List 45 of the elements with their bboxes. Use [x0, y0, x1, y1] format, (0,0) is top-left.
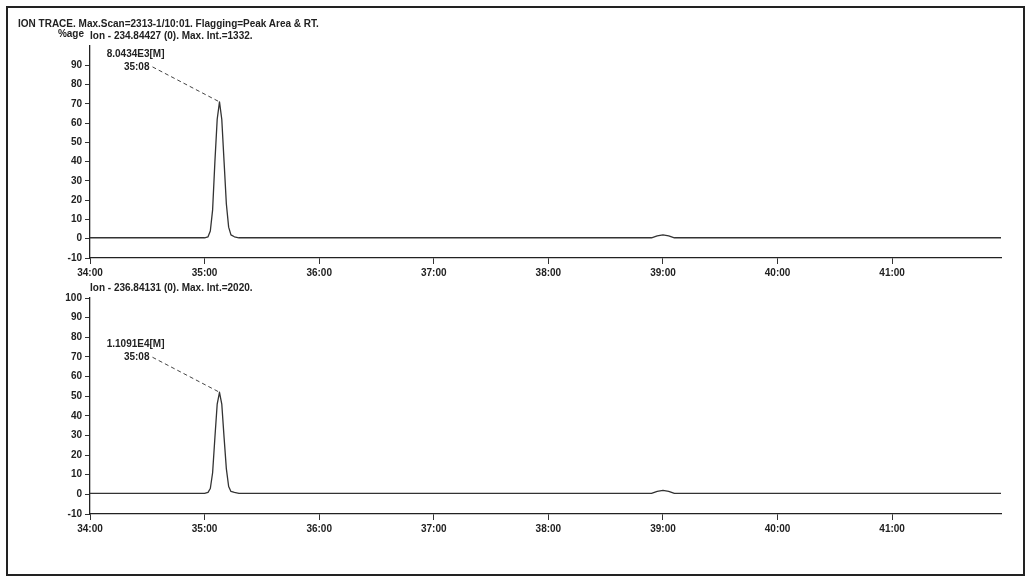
y-tick-label: 70 [70, 350, 83, 362]
x-tick-label: 37:00 [420, 266, 447, 278]
y-tick-label: 40 [70, 155, 83, 167]
x-tick-label: 36:00 [306, 522, 333, 534]
y-tick-label: 10 [70, 468, 83, 480]
x-tick-label: 41:00 [879, 522, 906, 534]
chart-title: ION TRACE. Max.Scan=2313-1/10:01. Flagging=Peak Area & RT. [18, 17, 320, 29]
y-tick-label: 90 [70, 311, 83, 323]
y-tick-label: 0 [76, 488, 83, 500]
y-tick-label: 50 [70, 136, 83, 148]
y-tick-label: 50 [70, 389, 83, 401]
chart-subtitle: Ion - 234.84427 (0). Max. Int.=1332. [90, 29, 253, 41]
x-tick-label: 40:00 [764, 522, 791, 534]
chart-subtitle: Ion - 236.84131 (0). Max. Int.=2020. [90, 281, 253, 293]
x-tick-label: 38:00 [535, 522, 562, 534]
x-tick-label: 36:00 [306, 266, 333, 278]
annotation: 8.0434E3[M] 35:08 [106, 47, 165, 72]
y-tick-label: 100 [65, 291, 83, 303]
x-tick-label: 34:00 [77, 266, 104, 278]
y-tick-label: 0 [76, 232, 83, 244]
x-tick-label: 38:00 [535, 266, 562, 278]
x-tick-label: 39:00 [650, 266, 677, 278]
x-tick-label: 34:00 [77, 522, 104, 534]
x-tick-label: 37:00 [420, 522, 447, 534]
y-tick-label: 40 [70, 409, 83, 421]
y-tick-label: -10 [67, 507, 83, 519]
x-tick-label: 35:00 [191, 522, 218, 534]
y-tick-label: 20 [70, 448, 83, 460]
y-tick-label: 60 [70, 370, 83, 382]
x-tick-label: 39:00 [650, 522, 677, 534]
x-tick-label: 40:00 [764, 266, 791, 278]
y-tick-label: 70 [70, 97, 83, 109]
y-tick-label: 20 [70, 193, 83, 205]
annotation: 1.1091E4[M] 35:08 [106, 338, 165, 362]
x-tick-label: 41:00 [879, 266, 906, 278]
y-tick-label: -10 [67, 251, 83, 263]
y-tick-label: 30 [70, 429, 83, 441]
x-tick-label: 35:00 [191, 266, 218, 278]
y-tick-label: 60 [70, 116, 83, 128]
y-tick-label: 90 [70, 59, 83, 71]
y-tick-label: 10 [70, 213, 83, 225]
y-tick-label: 30 [70, 174, 83, 186]
y-tick-label: 80 [70, 331, 83, 343]
y-tick-label: 80 [70, 78, 83, 90]
y-axis-title: %age [57, 27, 85, 39]
